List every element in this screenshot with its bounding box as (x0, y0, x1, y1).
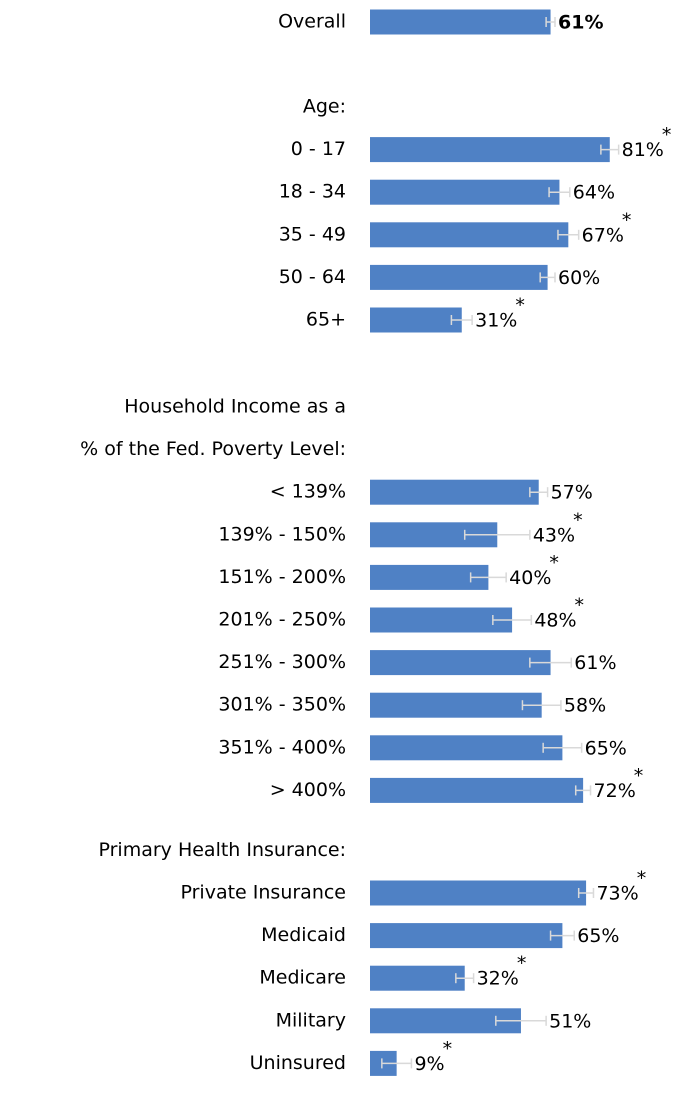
value-label: 72% (594, 780, 636, 802)
category-label: 351% - 400% (218, 736, 346, 758)
category-label: 251% - 300% (218, 651, 346, 673)
bar (370, 137, 610, 163)
bar (370, 222, 569, 248)
bar (370, 965, 465, 991)
value-label: 64% (573, 182, 615, 204)
significance-marker: * (515, 295, 525, 317)
significance-marker: * (634, 765, 644, 787)
bar (370, 777, 584, 803)
group-title: Primary Health Insurance: (98, 839, 346, 861)
value-label: 73% (596, 883, 638, 905)
value-label: 60% (558, 267, 600, 289)
value-label: 43% (533, 524, 575, 546)
value-label: 57% (551, 482, 593, 504)
value-label: 61% (574, 652, 616, 674)
category-label: Private Insurance (181, 882, 347, 904)
value-label: 67% (582, 224, 624, 246)
category-label: Medicaid (261, 924, 346, 946)
category-label: 301% - 350% (218, 694, 346, 716)
bar (370, 9, 551, 35)
category-label: 50 - 64 (279, 266, 346, 288)
value-label: 58% (564, 695, 606, 717)
category-label: 151% - 200% (218, 566, 346, 588)
significance-marker: * (573, 509, 583, 531)
bar (370, 179, 560, 205)
value-label: 65% (585, 737, 627, 759)
bar (370, 307, 462, 333)
category-label: 35 - 49 (279, 223, 346, 245)
category-label: 65+ (306, 309, 346, 331)
group-title: Household Income as a (124, 396, 346, 418)
group-title: Age: (303, 96, 346, 118)
category-label: < 139% (270, 481, 346, 503)
significance-marker: * (517, 953, 527, 975)
value-label: 32% (477, 968, 519, 990)
value-label: 65% (577, 925, 619, 947)
value-label: 9% (414, 1053, 444, 1075)
category-label: 139% - 150% (218, 523, 346, 545)
group-title: % of the Fed. Poverty Level: (80, 438, 346, 460)
value-label: 40% (509, 567, 551, 589)
significance-marker: * (549, 552, 559, 574)
significance-marker: * (637, 868, 647, 890)
bar (370, 735, 563, 761)
category-label: 201% - 250% (218, 609, 346, 631)
significance-marker: * (443, 1038, 453, 1060)
category-label: > 400% (270, 779, 346, 801)
bar (370, 607, 513, 633)
bar (370, 564, 489, 590)
category-label: 0 - 17 (291, 138, 346, 160)
category-label: Overall (278, 11, 346, 33)
bar (370, 880, 587, 906)
value-label: 81% (622, 139, 664, 161)
value-label: 51% (549, 1010, 591, 1032)
category-label: Medicare (259, 967, 346, 989)
category-label: 18 - 34 (279, 181, 346, 203)
value-label: 48% (534, 610, 576, 632)
value-label: 31% (475, 310, 517, 332)
bar (370, 923, 563, 949)
category-label: Uninsured (250, 1052, 346, 1074)
significance-marker: * (622, 209, 632, 231)
category-label: Military (276, 1009, 346, 1031)
significance-marker: * (662, 124, 672, 146)
bar (370, 650, 551, 676)
significance-marker: * (575, 595, 585, 617)
bar (370, 479, 539, 505)
bar (370, 692, 542, 718)
value-label: 61% (558, 12, 603, 34)
bar (370, 264, 548, 290)
